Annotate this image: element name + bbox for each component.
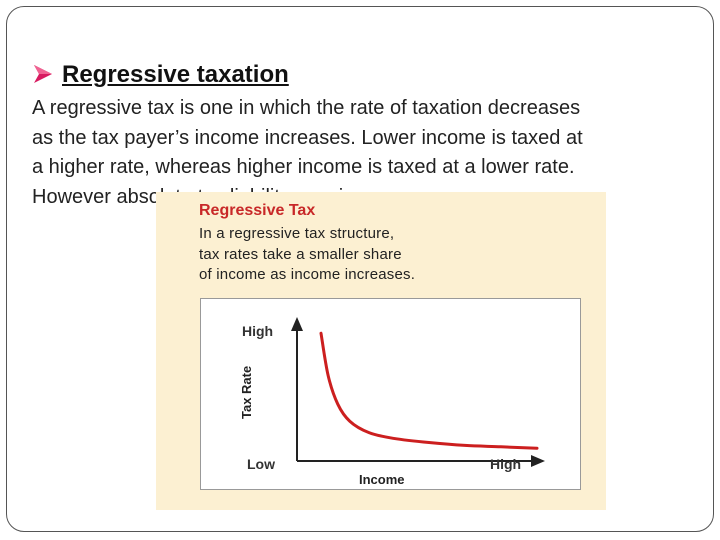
x-tick-high: High [490,456,521,472]
figure-caption: In a regressive tax structure, tax rates… [199,224,579,286]
regressive-tax-figure: Regressive Tax In a regressive tax struc… [156,192,606,510]
arrow-bullet-icon [34,65,52,83]
heading-text: Regressive taxation [62,61,289,88]
caption-line: In a regressive tax structure, [199,225,395,242]
paragraph-line: as the tax payer’s income increases. Low… [32,126,583,149]
caption-line: of income as income increases. [199,266,416,283]
figure-title: Regressive Tax [199,202,316,219]
plot-area: High Low High Income Tax Rate [200,298,581,490]
y-tick-low: Low [247,456,275,472]
regressive-tax-chart: High Low High Income Tax Rate [239,317,545,487]
y-tick-high: High [242,323,273,339]
slide-heading: Regressive taxation [32,61,289,89]
regressive-tax-curve [319,331,539,450]
y-axis-label: Tax Rate [239,366,254,419]
paragraph-line: a higher rate, whereas higher income is … [32,156,575,178]
caption-line: tax rates take a smaller share [199,245,402,263]
x-axis-arrowhead [531,455,545,467]
x-axis-label: Income [359,472,405,487]
paragraph-line: A regressive tax is one in which the rat… [32,97,581,119]
y-axis-arrowhead [291,317,303,331]
